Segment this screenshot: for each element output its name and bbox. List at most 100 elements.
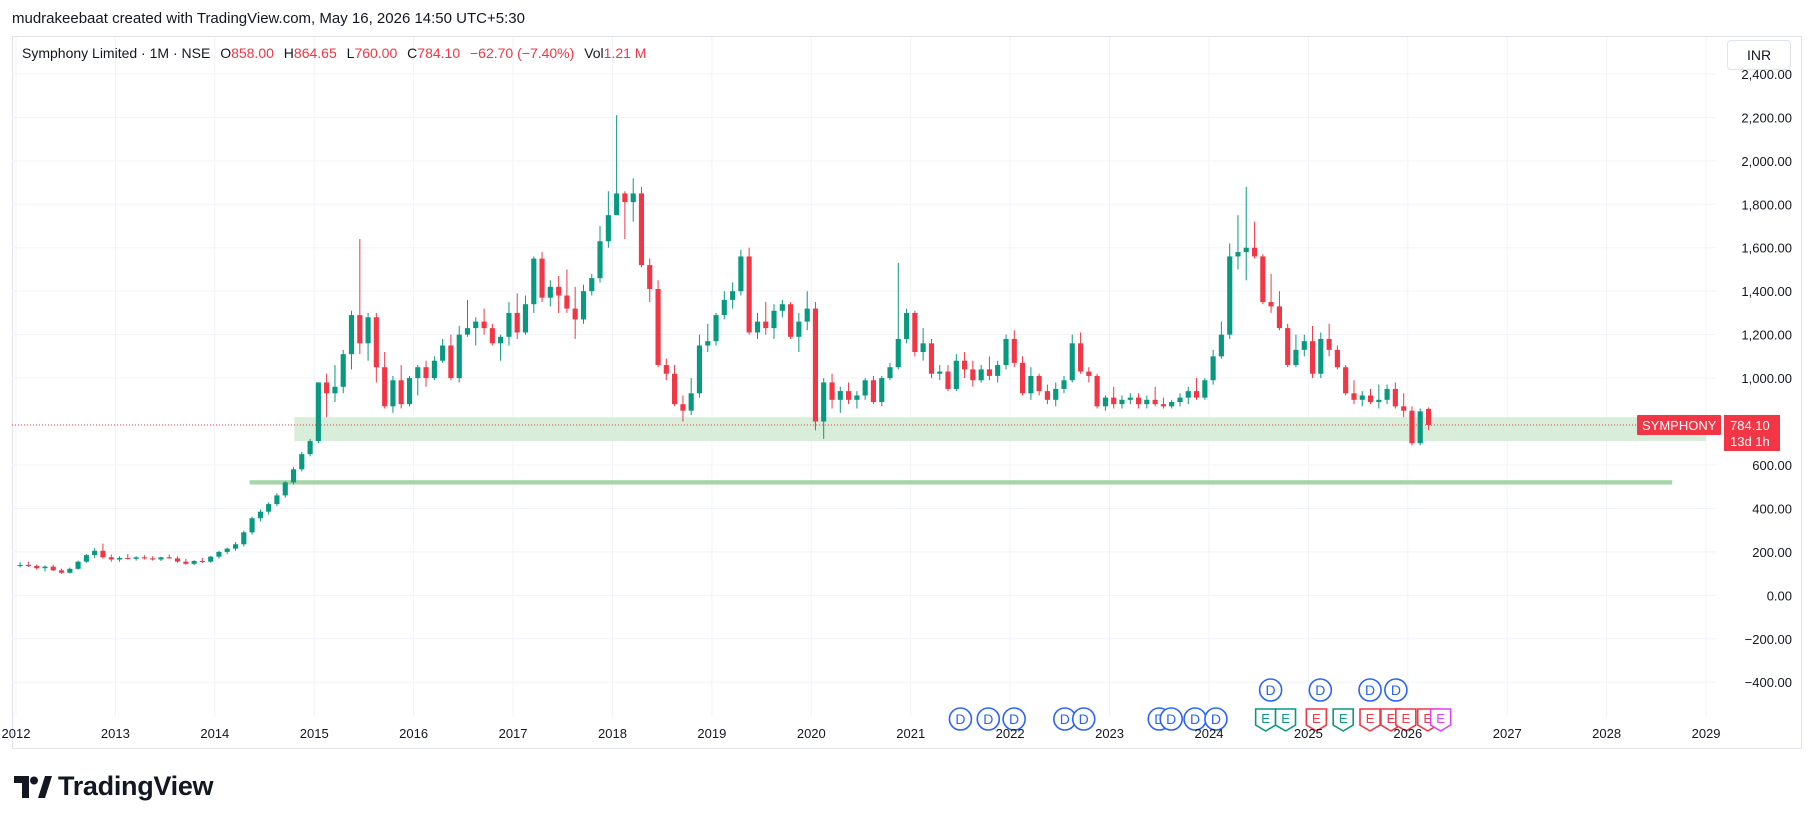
candle-body bbox=[100, 550, 106, 558]
candle-body bbox=[1019, 362, 1026, 394]
legend-symbol[interactable]: Symphony Limited · 1M · NSE bbox=[22, 45, 211, 61]
earnings-marker[interactable]: E bbox=[1359, 708, 1381, 732]
dividend-marker-letter: D bbox=[1266, 682, 1276, 698]
candle bbox=[730, 282, 736, 309]
candle-body bbox=[1334, 349, 1340, 368]
candle-body bbox=[1301, 341, 1307, 350]
dividend-marker[interactable]: D bbox=[1308, 678, 1333, 702]
x-tick-label: 2019 bbox=[697, 726, 726, 741]
candle-body bbox=[506, 312, 512, 337]
candle-body bbox=[1169, 401, 1175, 407]
dividend-marker-letter: D bbox=[1391, 682, 1401, 698]
dividend-marker[interactable]: D bbox=[1159, 707, 1183, 731]
candle-body bbox=[59, 570, 65, 573]
y-tick-label: 400.00 bbox=[1752, 501, 1792, 516]
candle-body bbox=[862, 380, 868, 396]
dividend-marker[interactable]: D bbox=[1384, 678, 1408, 702]
dividend-marker[interactable]: D bbox=[948, 707, 973, 731]
candle-body bbox=[464, 328, 471, 335]
y-tick-label: 1,200.00 bbox=[1741, 328, 1792, 343]
dividend-marker[interactable]: D bbox=[976, 707, 1001, 731]
candle bbox=[763, 302, 769, 335]
axes: 2,400.00 2,200.00 2,000.00 1,800.00 1,600.00… bbox=[2, 67, 1792, 741]
candle bbox=[1367, 388, 1374, 405]
candle bbox=[920, 328, 926, 361]
candle bbox=[183, 558, 189, 565]
earnings-marker[interactable]: E bbox=[1274, 708, 1297, 732]
candle-body bbox=[1359, 395, 1365, 400]
candle-body bbox=[1160, 404, 1166, 407]
candle-body bbox=[390, 380, 396, 407]
candle-body bbox=[431, 360, 437, 379]
earnings-marker-shape bbox=[1395, 708, 1417, 732]
price-tag-value-bg bbox=[1724, 414, 1780, 451]
candle-body bbox=[713, 315, 719, 342]
x-tick-label: 2022 bbox=[996, 726, 1025, 741]
candle-body bbox=[1218, 334, 1224, 357]
earnings-marker[interactable]: E bbox=[1332, 708, 1354, 732]
dividend-marker-letter: D bbox=[1166, 711, 1176, 727]
y-tick-label: 2,000.00 bbox=[1741, 154, 1792, 169]
candle-body bbox=[1243, 247, 1249, 253]
dividend-marker[interactable]: D bbox=[1358, 678, 1382, 702]
candle-body bbox=[348, 315, 355, 355]
candle-body bbox=[995, 365, 1001, 376]
candle-body bbox=[870, 380, 876, 402]
candle-body bbox=[1367, 395, 1374, 402]
candle-body bbox=[1177, 397, 1183, 402]
candle bbox=[812, 302, 819, 431]
candle bbox=[705, 323, 711, 353]
candle bbox=[912, 310, 918, 357]
legend-high: 864.65 bbox=[293, 45, 337, 61]
earnings-marker[interactable]: E bbox=[1254, 708, 1277, 732]
earnings-future-marker-shape bbox=[1429, 708, 1452, 732]
candle-body bbox=[133, 557, 139, 559]
dividend-marker[interactable]: D bbox=[1002, 707, 1026, 731]
earnings-marker[interactable]: E bbox=[1305, 708, 1328, 732]
candle bbox=[241, 530, 247, 547]
candle-body bbox=[481, 321, 487, 329]
candle bbox=[75, 560, 81, 570]
candle-body bbox=[116, 557, 123, 560]
candle bbox=[315, 382, 321, 444]
earnings-marker[interactable]: E bbox=[1395, 708, 1417, 732]
candle-body bbox=[208, 556, 214, 562]
candle-body bbox=[1044, 391, 1050, 400]
candle-body bbox=[1053, 388, 1059, 400]
candle bbox=[423, 360, 429, 387]
chart-frame bbox=[12, 36, 1802, 749]
candle bbox=[141, 555, 147, 560]
candle-body bbox=[50, 566, 56, 571]
y-tick-label: 1,000.00 bbox=[1741, 371, 1792, 386]
dividend-marker-letter: D bbox=[1009, 711, 1019, 727]
candle-body bbox=[1202, 380, 1208, 398]
earnings-future-marker[interactable]: E bbox=[1429, 708, 1452, 732]
candle-body bbox=[672, 373, 678, 405]
dividend-marker[interactable]: D bbox=[1204, 707, 1228, 731]
candle bbox=[1351, 380, 1357, 405]
candle-body bbox=[216, 551, 222, 557]
tradingview-logo[interactable]: TradingView bbox=[14, 771, 214, 802]
x-tick-label: 2013 bbox=[101, 726, 130, 741]
candle bbox=[1401, 393, 1407, 418]
dividend-marker[interactable]: D bbox=[1071, 707, 1096, 731]
candle bbox=[1293, 334, 1299, 368]
earnings-marker-letter: E bbox=[1312, 711, 1321, 726]
candle-body bbox=[1351, 393, 1357, 400]
candle-body bbox=[1235, 252, 1241, 257]
candle-body bbox=[249, 518, 255, 533]
candle-body bbox=[788, 304, 794, 337]
candle bbox=[663, 358, 669, 381]
candle bbox=[945, 365, 951, 392]
earnings-marker-letter: E bbox=[1387, 711, 1396, 726]
candle-body bbox=[75, 561, 81, 569]
candle bbox=[937, 365, 943, 381]
candle bbox=[166, 554, 172, 559]
candle-body bbox=[382, 367, 388, 407]
candle-body bbox=[1094, 375, 1100, 407]
candle-body bbox=[945, 371, 951, 389]
candle-body bbox=[580, 291, 587, 320]
currency-button[interactable]: INR bbox=[1727, 40, 1791, 70]
dividend-marker[interactable]: D bbox=[1258, 678, 1283, 702]
